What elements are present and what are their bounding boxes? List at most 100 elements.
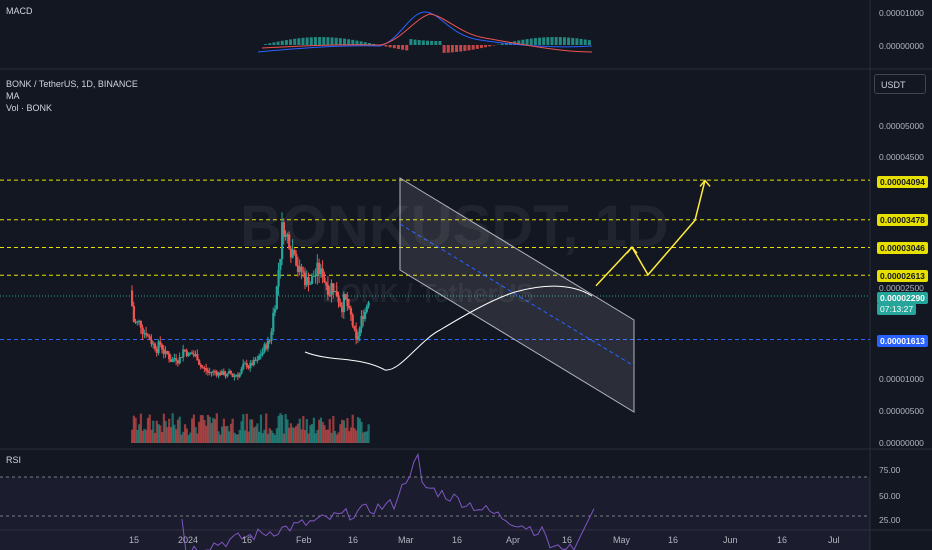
candle (270, 331, 273, 341)
projection-arrowhead (699, 179, 711, 187)
volume-bar (282, 433, 285, 443)
volume-bar (302, 415, 305, 443)
volume-bar (196, 433, 199, 443)
volume-bar (293, 427, 296, 443)
macd-histogram-bar (272, 42, 276, 45)
candle (362, 315, 365, 319)
candle (314, 275, 317, 277)
volume-bar (215, 413, 218, 443)
volume-bar (182, 431, 185, 443)
macd-signal-line (261, 13, 593, 53)
candle (360, 315, 363, 329)
candle (157, 341, 160, 353)
candle (279, 258, 282, 270)
macd-histogram-bar (529, 38, 533, 45)
candle (303, 272, 307, 286)
volume-bar (272, 432, 275, 443)
macd-histogram-bar (525, 39, 529, 45)
volume-bar (360, 421, 363, 443)
price-axis-label: 0.00001000 (879, 374, 924, 384)
rsi-line (181, 452, 595, 550)
volume-bar (333, 430, 337, 443)
candle (344, 294, 347, 299)
macd-histogram-bar (326, 37, 330, 45)
time-axis-label: Jul (828, 535, 840, 545)
volume-bar (169, 427, 173, 443)
candle (305, 277, 308, 286)
ma-indicator-label[interactable]: MA (6, 91, 20, 101)
candle (159, 341, 162, 345)
volume-bar (258, 431, 261, 443)
candle (191, 352, 194, 355)
candle (319, 268, 323, 274)
candle (318, 262, 321, 274)
volume-bar (319, 417, 323, 443)
currency-button[interactable]: USDT (874, 74, 926, 94)
candle (139, 320, 143, 328)
resistance-tag: 0.00003046 (877, 242, 928, 254)
volume-indicator-label[interactable]: Vol · BONK (6, 103, 53, 113)
candle (265, 344, 268, 349)
candle (356, 336, 360, 340)
volume-bar (351, 414, 354, 443)
macd-histogram-bar (384, 45, 388, 47)
candle (243, 363, 247, 365)
macd-histogram-bar (338, 38, 342, 45)
volume-bar (326, 429, 330, 443)
candle (307, 277, 310, 285)
volume-bar (335, 434, 338, 443)
volume-bar (348, 431, 351, 443)
candle (252, 359, 255, 366)
time-axis-label: 2024 (178, 535, 199, 545)
macd-histogram-bar (388, 45, 392, 48)
candle (296, 265, 300, 272)
volume-bar (159, 425, 162, 443)
candle (289, 248, 293, 258)
macd-histogram-bar (558, 37, 562, 45)
macd-histogram-bar (367, 42, 371, 45)
candle (210, 372, 213, 374)
candle (215, 371, 218, 376)
bar-countdown: 07:13:27 (877, 303, 917, 315)
candle (236, 375, 240, 377)
volume-bar (291, 427, 294, 443)
macd-histogram-bar (330, 37, 334, 45)
symbol-title[interactable]: BONK / TetherUS, 1D, BINANCE (6, 79, 138, 89)
macd-histogram-bar (488, 45, 492, 47)
macd-histogram-bar (276, 41, 280, 45)
candle (288, 234, 291, 249)
macd-histogram-bar (309, 37, 313, 45)
time-axis-label: 16 (452, 535, 463, 545)
volume-bar (341, 419, 344, 443)
candle (175, 358, 178, 361)
macd-histogram-bar (562, 37, 566, 45)
volume-bar (132, 415, 135, 443)
volume-bar (213, 419, 217, 443)
macd-histogram-bar (467, 45, 471, 51)
volume-bar (178, 416, 181, 443)
volume-bar (138, 424, 141, 443)
macd-axis-label: 0.00001000 (879, 8, 924, 18)
candle (242, 363, 245, 369)
volume-bar (277, 415, 280, 443)
volume-bar (145, 429, 148, 443)
volume-bar (203, 420, 206, 443)
volume-bar (281, 414, 284, 443)
candle (351, 314, 354, 326)
volume-bar (139, 413, 143, 443)
macd-histogram-bar (459, 45, 463, 52)
candle (168, 353, 171, 360)
candle (221, 371, 224, 375)
candle (286, 234, 289, 236)
volume-bar (284, 414, 287, 443)
volume-bar (288, 427, 291, 443)
macd-histogram-bar (405, 45, 409, 51)
candle (238, 373, 241, 377)
candle (302, 271, 305, 273)
candle (284, 234, 287, 237)
candle (182, 349, 185, 358)
candle (312, 275, 315, 277)
macd-histogram-bar (392, 45, 396, 49)
volume-bar (296, 423, 300, 443)
